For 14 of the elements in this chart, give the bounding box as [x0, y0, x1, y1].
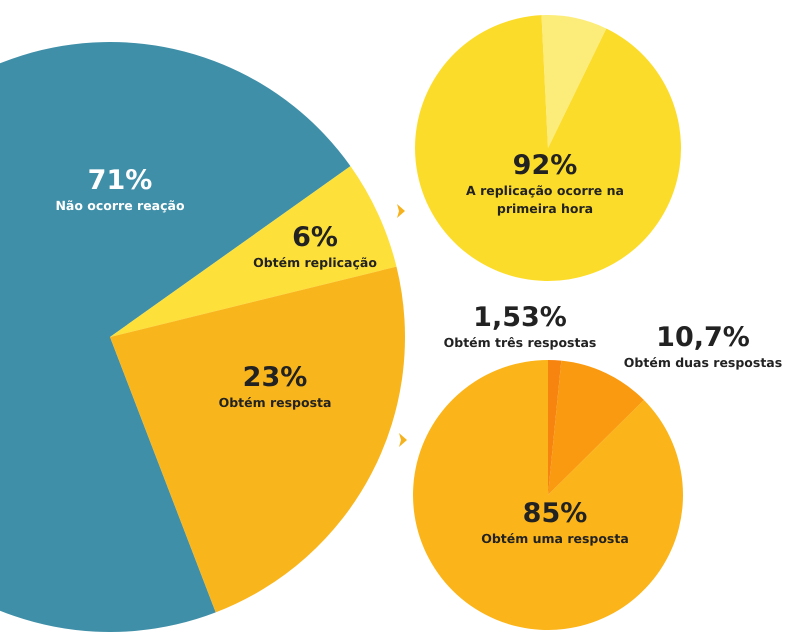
data-label: 23% [242, 362, 308, 394]
slice-label: Obtém resposta [218, 394, 332, 412]
slice-label: Obtém duas respostas [622, 354, 784, 372]
data-label: 6% [291, 222, 339, 254]
data-label: 92% [512, 150, 578, 182]
slice-label: Obtém três respostas [442, 334, 598, 352]
slice-label: A replicação ocorre na primeira hora [465, 182, 625, 218]
slice-label: Não ocorre reação [54, 197, 186, 215]
slice-label: Obtém replicação [252, 254, 378, 272]
data-label: 10,7% [655, 322, 751, 354]
data-label: 71% [86, 165, 154, 197]
data-label: 85% [522, 498, 588, 530]
slice-label: Obtém uma resposta [480, 530, 630, 548]
data-label: 1,53% [472, 302, 568, 334]
